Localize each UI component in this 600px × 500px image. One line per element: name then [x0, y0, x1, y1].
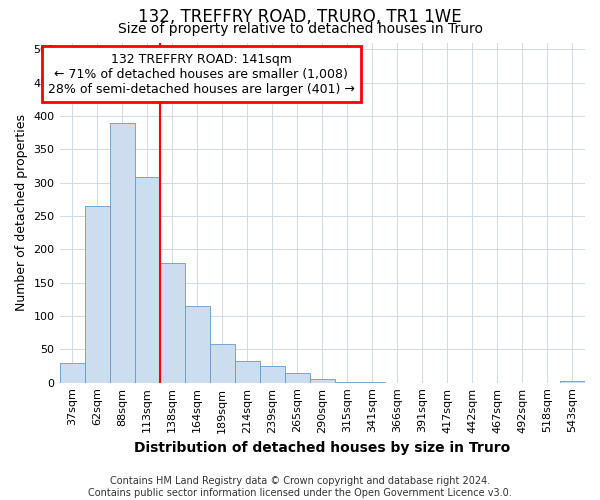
Bar [160, 262, 185, 382]
Text: 132, TREFFRY ROAD, TRURO, TR1 1WE: 132, TREFFRY ROAD, TRURO, TR1 1WE [138, 8, 462, 26]
X-axis label: Distribution of detached houses by size in Truro: Distribution of detached houses by size … [134, 441, 511, 455]
Bar [310, 378, 335, 382]
Bar [285, 374, 310, 382]
Text: Contains HM Land Registry data © Crown copyright and database right 2024.
Contai: Contains HM Land Registry data © Crown c… [88, 476, 512, 498]
Text: Size of property relative to detached houses in Truro: Size of property relative to detached ho… [118, 22, 482, 36]
Bar [85, 206, 110, 382]
Bar [260, 366, 285, 382]
Bar [185, 306, 209, 382]
Bar [110, 122, 134, 382]
Text: 132 TREFFRY ROAD: 141sqm
← 71% of detached houses are smaller (1,008)
28% of sem: 132 TREFFRY ROAD: 141sqm ← 71% of detach… [48, 52, 355, 96]
Bar [235, 362, 260, 382]
Y-axis label: Number of detached properties: Number of detached properties [15, 114, 28, 311]
Bar [59, 362, 85, 382]
Bar [134, 177, 160, 382]
Bar [209, 344, 235, 383]
